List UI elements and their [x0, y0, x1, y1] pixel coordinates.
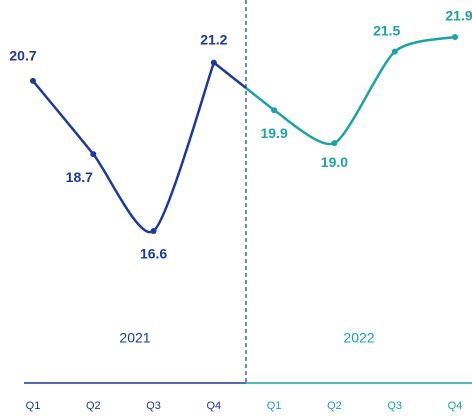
point: [210, 59, 217, 66]
point: [391, 48, 398, 55]
value-label: 20.7: [9, 48, 36, 64]
x-tick-label: Q2: [86, 400, 101, 412]
point: [30, 77, 36, 84]
series-line: [273, 35, 456, 146]
value-label: 19.9: [261, 125, 288, 141]
connector: [213, 61, 247, 89]
value-label: 16.6: [140, 246, 167, 262]
x-tick-label: Q3: [387, 400, 402, 412]
x-tick-label: Q1: [267, 400, 282, 412]
point: [331, 140, 338, 147]
x-tick-label: Q3: [146, 400, 161, 412]
value-label: 21.9: [445, 8, 472, 24]
connector: [245, 87, 275, 112]
value-label: 21.5: [373, 22, 400, 38]
point: [150, 228, 157, 234]
value-label: 21.2: [200, 31, 227, 47]
x-tick-label: Q4: [207, 400, 222, 412]
value-label: 19.0: [321, 154, 348, 170]
value-label: 18.7: [66, 169, 93, 185]
point: [90, 151, 97, 158]
series-label: 2022: [343, 330, 374, 346]
point: [452, 34, 458, 40]
x-tick-label: Q4: [448, 400, 463, 412]
x-tick-label: Q2: [327, 400, 342, 412]
point: [271, 107, 278, 114]
series-label: 2021: [119, 330, 150, 346]
x-tick-label: Q1: [26, 400, 41, 412]
series-line: [32, 62, 216, 234]
